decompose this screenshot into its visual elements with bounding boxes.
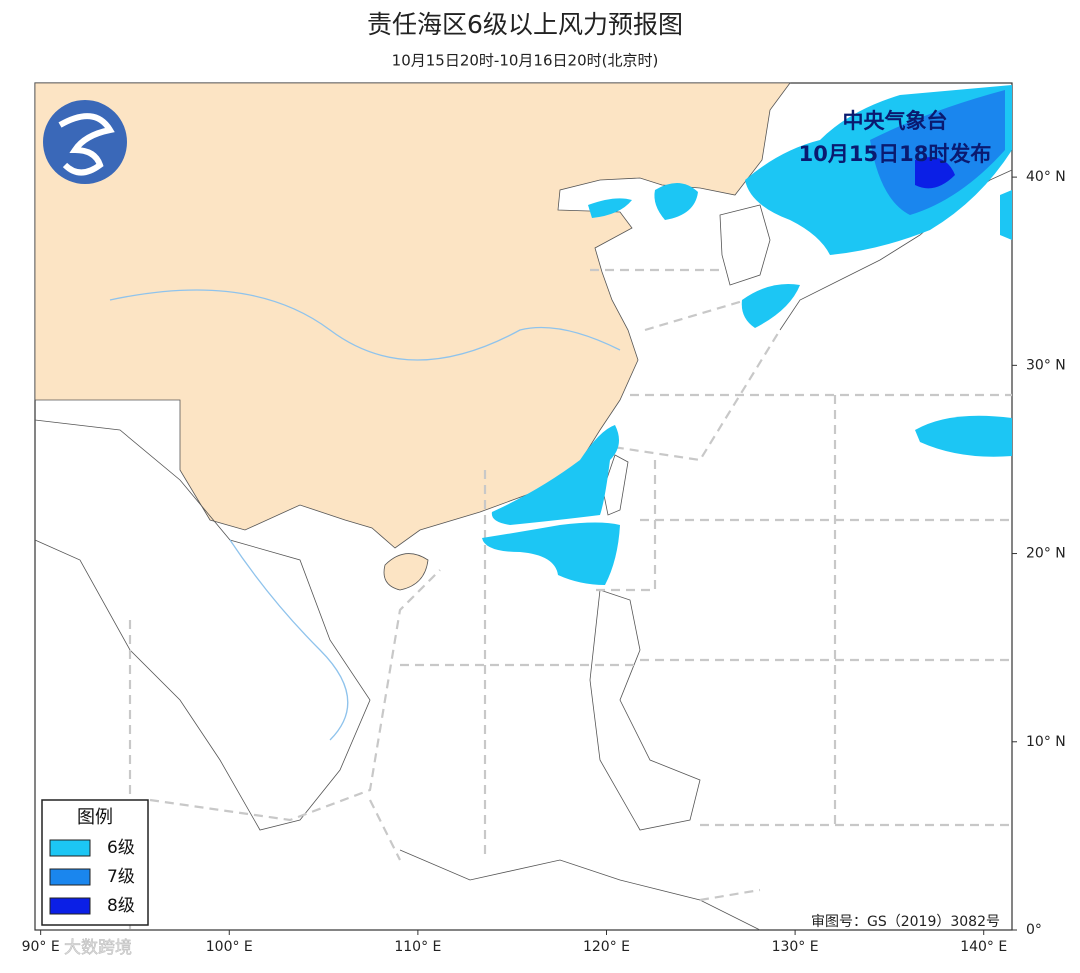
lat-tick-label: 20° N <box>1026 546 1066 562</box>
legend-swatch <box>49 839 91 857</box>
issue-time: 10月15日18时发布 <box>799 142 992 166</box>
lon-tick-label: 120° E <box>583 939 630 955</box>
wind-area-6 <box>482 522 620 585</box>
borneo <box>399 849 761 931</box>
legend-swatch <box>49 897 91 915</box>
wind-area-6 <box>491 425 619 525</box>
lat-tick-label: 40° N <box>1026 169 1066 185</box>
lat-tick-label: 0° <box>1026 922 1042 938</box>
legend-label: 6级 <box>107 838 135 858</box>
map-area: 中央气象台 10月15日18时发布 审图号：GS（2019）3082号 <box>34 82 1013 931</box>
legend-label: 7级 <box>107 867 135 887</box>
lon-tick-label: 100° E <box>206 939 253 955</box>
hainan <box>383 553 429 591</box>
logo-mark <box>58 113 115 176</box>
lat-tick-label: 10° N <box>1026 734 1066 750</box>
legend-title: 图例 <box>77 807 113 828</box>
korea <box>719 204 771 286</box>
legend: 图例 6级 7级 8级 <box>41 799 149 926</box>
lon-tick-label: 90° E <box>22 939 60 955</box>
wind-area-8 <box>915 157 955 189</box>
wind-area-6 <box>654 182 698 220</box>
approval-number: 审图号：GS（2019）3082号 <box>811 914 1000 930</box>
wind-areas <box>482 85 1012 585</box>
philippines <box>589 589 701 831</box>
wind-area-6 <box>588 198 632 218</box>
river <box>109 289 621 361</box>
issuer-agency: 中央气象台 <box>843 109 948 133</box>
lon-tick-label: 130° E <box>772 939 819 955</box>
wind-area-6 <box>915 415 1012 457</box>
zone-boundary <box>128 268 1012 930</box>
wind-area-7 <box>870 90 1005 215</box>
lon-tick-label: 140° E <box>960 939 1007 955</box>
title: 责任海区6级以上风力预报图 <box>367 10 683 39</box>
legend-swatch <box>49 868 91 886</box>
lon-tick-label: 110° E <box>394 939 441 955</box>
watermark: 大数跨境 <box>64 938 132 958</box>
wind-area-6 <box>741 284 800 328</box>
logo <box>43 100 127 184</box>
river <box>229 539 349 741</box>
lat-tick-label: 30° N <box>1026 357 1066 373</box>
legend-label: 8级 <box>107 896 135 916</box>
subtitle: 10月15日20时-10月16日20时(北京时) <box>392 52 659 70</box>
wind-area-6 <box>1000 190 1012 240</box>
indochina <box>34 419 371 831</box>
